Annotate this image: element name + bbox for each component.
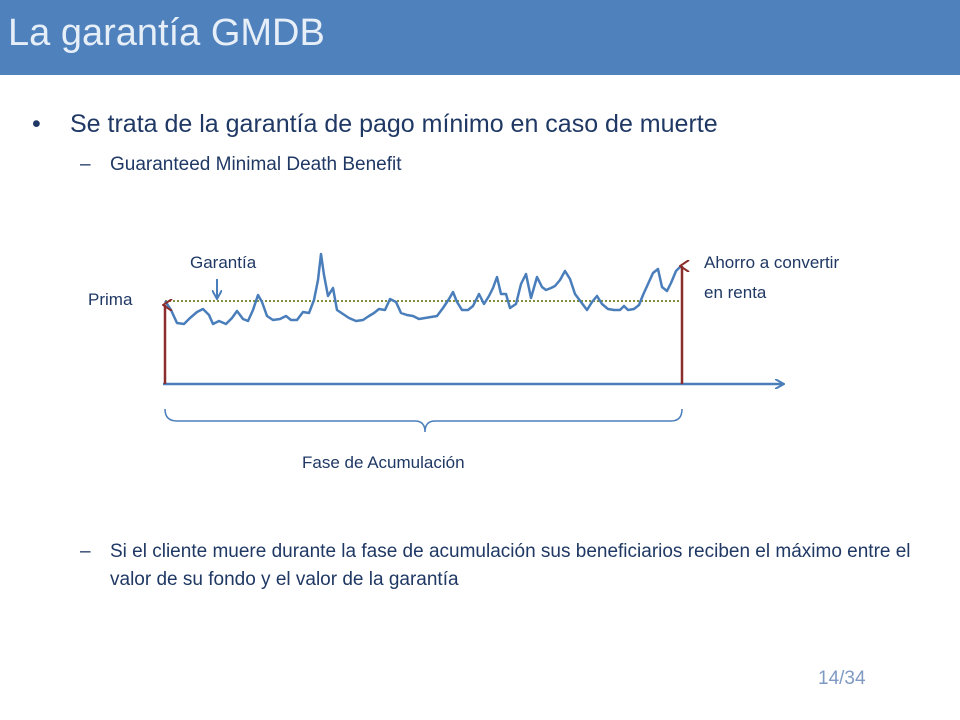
- ahorro-label-line2: en renta: [704, 283, 767, 302]
- slide-title: La garantía GMDB: [8, 12, 325, 54]
- prima-label: Prima: [88, 290, 133, 309]
- dash-mark: –: [80, 154, 91, 175]
- main-bullet-text: Se trata de la garantía de pago mínimo e…: [70, 110, 718, 138]
- garantia-label: Garantía: [190, 253, 257, 272]
- bullet-mark: •: [32, 110, 41, 138]
- ahorro-label-line1: Ahorro a convertir: [704, 253, 839, 272]
- fund-value-line: [163, 252, 682, 326]
- dash-mark-2: –: [80, 541, 91, 562]
- sub-bullet-1-text: Guaranteed Minimal Death Benefit: [110, 154, 402, 175]
- page-number: 14/34: [818, 668, 866, 689]
- title-bar: La garantía GMDB: [0, 0, 960, 75]
- sub-bullet-2-text: Si el cliente muere durante la fase de a…: [110, 541, 911, 590]
- fase-label: Fase de Acumulación: [302, 453, 465, 472]
- accumulation-brace: [164, 408, 683, 433]
